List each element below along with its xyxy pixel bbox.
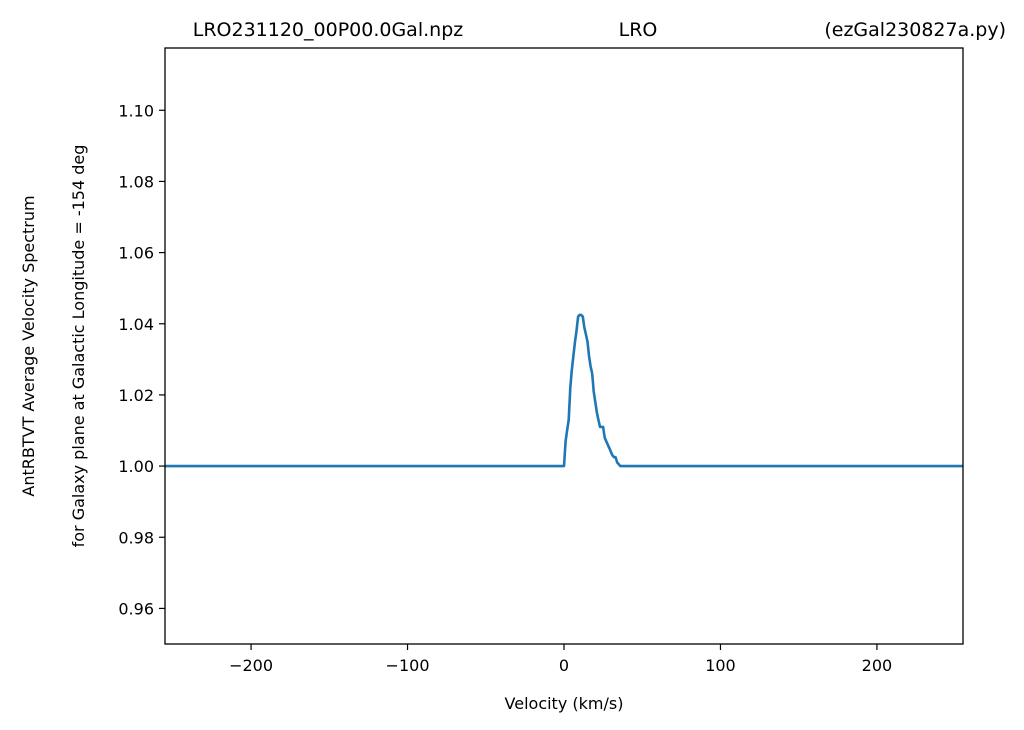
y-axis-label-line1: AntRBTVT Average Velocity Spectrum [19, 195, 38, 496]
y-axis-ticks: 0.96 0.98 1.00 1.02 1.04 1.06 1.08 1.10 [118, 101, 165, 618]
y-tick-label: 0.96 [118, 599, 154, 618]
x-axis-label: Velocity (km/s) [505, 694, 624, 713]
y-tick-label: 1.04 [118, 315, 154, 334]
plot-frame [164, 47, 964, 645]
y-tick-label: 1.10 [118, 101, 154, 120]
x-tick-label: 200 [862, 656, 893, 675]
x-tick-label: −200 [229, 656, 273, 675]
spectrum-series-line [165, 313, 963, 468]
title-left: LRO231120_00P00.0Gal.npz [193, 19, 463, 41]
y-axis-label-line2: for Galaxy plane at Galactic Longitude =… [69, 145, 88, 548]
x-tick-label: 100 [705, 656, 736, 675]
y-tick-label: 1.06 [118, 244, 154, 263]
x-axis-ticks: −200 −100 0 100 200 [229, 644, 892, 675]
y-tick-label: 1.02 [118, 386, 154, 405]
x-tick-label: 0 [559, 656, 569, 675]
y-tick-label: 1.00 [118, 457, 154, 476]
x-tick-label: −100 [386, 656, 430, 675]
y-tick-label: 1.08 [118, 172, 154, 191]
title-center: LRO [619, 19, 658, 41]
title-right: (ezGal230827a.py) [824, 19, 1006, 41]
y-tick-label: 0.98 [118, 528, 154, 547]
plot-area [165, 313, 963, 468]
